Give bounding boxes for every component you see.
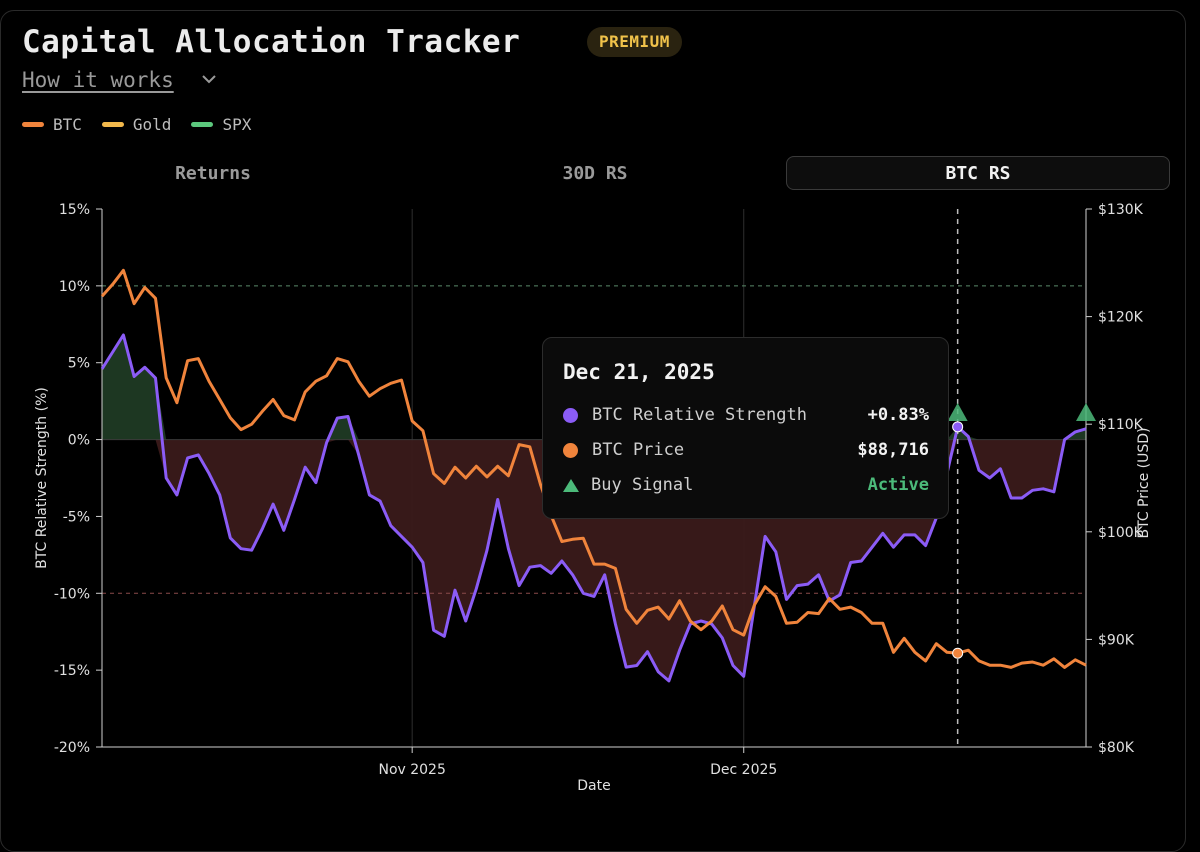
right-axis-title: BTC Price (USD) <box>1136 427 1152 538</box>
left-tick-label: 5% <box>68 356 90 372</box>
right-tick-label: $120K <box>1098 310 1144 326</box>
tab-btc-rs[interactable]: BTC RS <box>786 156 1170 190</box>
left-tick-label: -15% <box>54 663 90 679</box>
how-it-works-link[interactable]: How it works <box>22 68 174 92</box>
tooltip-row-signal: Buy Signal Active <box>563 473 929 497</box>
left-tick-label: 10% <box>59 279 90 295</box>
legend-label: Gold <box>132 115 172 134</box>
tooltip-value: $88,716 <box>857 440 929 460</box>
right-tick-label: $110K <box>1098 417 1144 433</box>
legend-item-gold[interactable]: Gold <box>101 115 172 134</box>
left-axis-title: BTC Relative Strength (%) <box>34 387 50 569</box>
tooltip-row-price: BTC Price $88,716 <box>563 438 929 462</box>
buy-signal-marker <box>1076 403 1096 421</box>
legend-label: SPX <box>222 115 252 134</box>
buy-signal-triangle-icon <box>563 478 579 492</box>
right-tick-label: $80K <box>1098 740 1135 756</box>
right-tick-label: $90K <box>1098 632 1135 648</box>
buy-signal-marker <box>947 403 968 421</box>
tooltip-label: BTC Price <box>592 440 685 460</box>
legend-item-btc[interactable]: BTC <box>22 115 82 134</box>
price-cursor-point <box>952 647 964 659</box>
tab-30d-rs[interactable]: 30D RS <box>562 162 628 184</box>
left-tick-label: -10% <box>54 586 90 602</box>
legend-swatch <box>101 122 124 127</box>
x-tick-label: Dec 2025 <box>710 762 777 778</box>
price-series-line <box>100 268 1087 669</box>
tab-returns[interactable]: Returns <box>175 162 251 184</box>
legend: BTC Gold SPX <box>22 115 251 134</box>
right-tick-label: $130K <box>1098 202 1144 218</box>
tooltip-row-rs: BTC Relative Strength +0.83% <box>563 403 929 427</box>
left-tick-label: 15% <box>59 202 90 218</box>
tooltip-value: +0.83% <box>867 405 929 425</box>
chart-tooltip: Dec 21, 2025 BTC Relative Strength +0.83… <box>542 337 949 519</box>
rs-cursor-point <box>952 421 964 433</box>
left-tick-label: -5% <box>63 509 90 525</box>
tooltip-label: BTC Relative Strength <box>592 405 807 425</box>
x-tick-label: Nov 2025 <box>378 762 445 778</box>
price-dot-icon <box>563 442 578 458</box>
legend-label: BTC <box>53 115 82 134</box>
chevron-down-icon[interactable] <box>200 70 218 88</box>
legend-swatch <box>191 122 214 127</box>
x-axis-title: Date <box>577 778 610 794</box>
tooltip-label: Buy Signal <box>591 475 694 495</box>
rs-dot-icon <box>563 407 578 423</box>
premium-badge: PREMIUM <box>587 27 682 57</box>
left-tick-label: -20% <box>54 740 90 756</box>
rs-series-line <box>100 333 1087 683</box>
right-tick-label: $100K <box>1098 525 1144 541</box>
tooltip-value: Active <box>867 475 929 495</box>
page-title: Capital Allocation Tracker <box>22 24 521 60</box>
view-tabs: Returns 30D RS BTC RS <box>22 156 1170 190</box>
legend-swatch <box>22 122 44 127</box>
legend-item-spx[interactable]: SPX <box>191 115 251 134</box>
tooltip-date: Dec 21, 2025 <box>563 360 715 384</box>
left-tick-label: 0% <box>68 433 90 449</box>
